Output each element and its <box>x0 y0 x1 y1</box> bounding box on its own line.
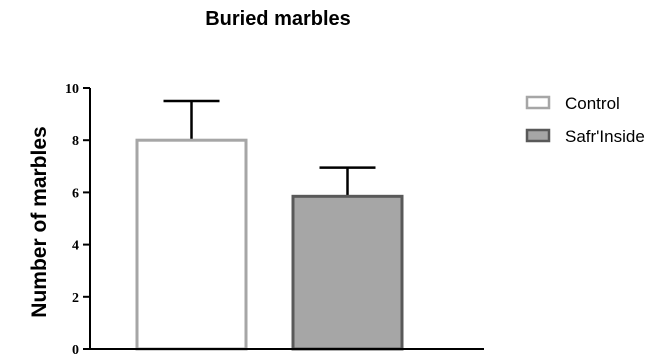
y-tick-label: 10 <box>65 82 79 97</box>
legend: Control Safr'Inside <box>525 94 645 146</box>
y-tick-label: 6 <box>72 186 79 201</box>
bar <box>291 194 404 351</box>
bar <box>135 138 248 351</box>
y-tick-label: 8 <box>72 134 79 149</box>
bars <box>135 138 404 351</box>
y-tick-label: 0 <box>72 343 79 356</box>
y-axis-label: Number of marbles <box>28 126 51 317</box>
y-tick-label: 4 <box>72 239 79 254</box>
axes: 0 2 4 6 8 10 <box>65 82 484 356</box>
y-tick-label: 2 <box>72 291 79 306</box>
legend-swatch <box>525 95 551 110</box>
legend-swatch <box>525 128 551 143</box>
error-bars <box>163 99 376 197</box>
legend-label: Safr'Inside <box>565 127 645 146</box>
legend-label: Control <box>565 94 620 113</box>
chart-title: Buried marbles <box>205 8 351 30</box>
